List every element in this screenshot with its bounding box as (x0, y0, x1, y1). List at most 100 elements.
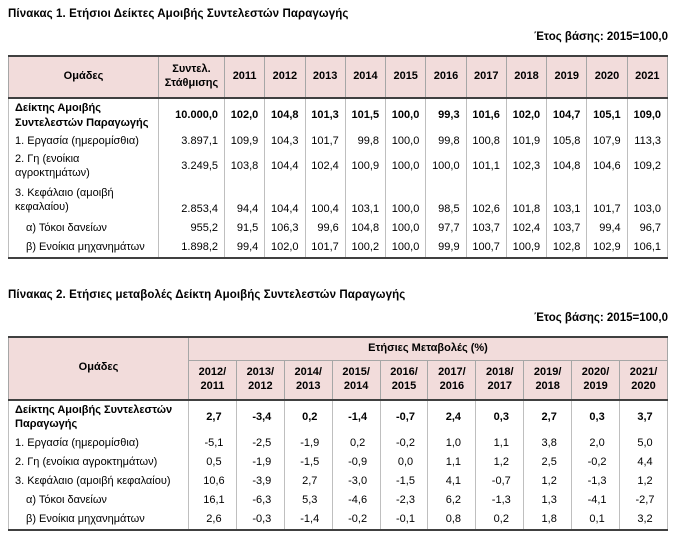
table-cell: 10,6 (188, 471, 237, 491)
table1-header-groups: Ομάδες (8, 56, 159, 99)
table-cell: 1,3 (523, 490, 573, 510)
table2-header-period-2021-2020: 2021/ 2020 (619, 360, 668, 401)
table-cell: 0,3 (571, 399, 621, 434)
table-cell: 1,2 (475, 452, 525, 472)
table-cell: -3,4 (235, 399, 285, 434)
table1-header-year-2019: 2019 (546, 56, 588, 99)
table-cell: 97,7 (425, 218, 467, 238)
table-cell: 99,6 (304, 218, 346, 238)
table-cell: 103,0 (626, 181, 669, 219)
table1-header-year-2016: 2016 (425, 56, 467, 99)
table-cell: 105,8 (546, 132, 588, 151)
table1-row-capital: 3. Κεφάλαιο (αμοιβή κεφαλαίου) 2.853,4 9… (8, 181, 669, 219)
table-cell: 2.853,4 (158, 181, 225, 219)
table1-header-year-2011: 2011 (223, 56, 266, 99)
table-cell: 106,3 (264, 218, 306, 238)
table-cell: -1,5 (379, 471, 429, 491)
table1-header-year-2014: 2014 (344, 56, 387, 99)
table-cell: 100,4 (304, 181, 346, 219)
row-label: β) Ενοίκια μηχανημάτων (8, 509, 189, 530)
table-cell: 109,2 (626, 151, 669, 182)
table-cell: 16,1 (188, 490, 237, 510)
table-cell: 96,7 (626, 218, 669, 238)
table-cell: -1,9 (235, 452, 285, 472)
table1-title: Πίνακας 1. Ετήσιοι Δείκτες Αμοιβής Συντε… (8, 8, 349, 20)
table-cell: 100,7 (465, 237, 507, 258)
table-cell: 2,5 (523, 452, 573, 472)
table-cell: 2,7 (523, 399, 573, 434)
table2-header-period-2017-2016: 2017/ 2016 (427, 360, 477, 401)
table-cell: -1,4 (331, 399, 381, 434)
row-label: 1. Εργασία (ημερομίσθια) (8, 132, 159, 151)
table-cell: -3,9 (235, 471, 285, 491)
table2-header-period-2019-2018: 2019/ 2018 (523, 360, 573, 401)
table-cell: 100,0 (385, 98, 427, 132)
table-cell: -2,5 (235, 433, 285, 453)
table-cell: 3,2 (619, 509, 668, 530)
table-cell: 0,3 (475, 399, 525, 434)
table2-header-groups: Ομάδες (8, 336, 189, 401)
table-cell: 109,0 (626, 98, 669, 132)
table-cell: 0,2 (331, 433, 381, 453)
table1-row-loan-interest: α) Τόκοι δανείων 955,2 91,5 106,3 99,6 1… (8, 218, 669, 238)
table2-title: Πίνακας 2. Ετήσιες μεταβολές Δείκτη Αμοι… (8, 288, 406, 301)
table-cell: 102,4 (304, 151, 346, 182)
table-cell: 113,3 (626, 132, 669, 151)
table-cell: 101,5 (344, 98, 387, 132)
table-cell: -2,7 (619, 490, 668, 510)
table-cell: 1,2 (523, 471, 573, 491)
table-cell: 104,6 (586, 151, 628, 182)
table-cell: 102,4 (505, 218, 548, 238)
table-cell: 5,0 (619, 433, 668, 453)
table-cell: 98,5 (425, 181, 467, 219)
table-cell: 99,9 (425, 237, 467, 258)
table-cell: 2,4 (427, 399, 477, 434)
table1-row-index-total: Δείκτης Αμοιβής Συντελεστών Παραγωγής 10… (8, 98, 669, 132)
table2-header-period-2012-2011: 2012/ 2011 (188, 360, 237, 401)
spacer (8, 259, 668, 289)
table-cell: 1,1 (427, 452, 477, 472)
table-cell: 104,3 (264, 132, 306, 151)
table-cell: 109,9 (223, 132, 266, 151)
table-cell: 2,7 (188, 399, 237, 434)
table-cell: 0,1 (571, 509, 621, 530)
row-label: Δείκτης Αμοιβής Συντελεστών Παραγωγής (8, 98, 159, 132)
table2-annual-changes: Ομάδες Ετήσιες Μεταβολές (%) 2012/ 2011 … (8, 335, 668, 531)
table-cell: 106,1 (626, 237, 669, 258)
table1-header-year-2018: 2018 (505, 56, 548, 99)
table1-header-year-2017: 2017 (465, 56, 507, 99)
table1-row-machinery-rents: β) Ενοίκια μηχανημάτων 1.898,2 99,4 102,… (8, 237, 669, 258)
table-cell: 2,0 (571, 433, 621, 453)
table2-header-row-periods: 2012/ 2011 2013/ 2012 2014/ 2013 2015/ 2… (9, 360, 668, 401)
table-cell: 102,9 (586, 237, 628, 258)
table-cell: -4,1 (571, 490, 621, 510)
table-cell: 4,4 (619, 452, 668, 472)
row-label: Δείκτης Αμοιβής Συντελεστών Παραγωγής (8, 399, 189, 434)
table-cell: 103,1 (344, 181, 387, 219)
table-cell: 100,8 (465, 132, 507, 151)
table1-header-row: Ομάδες Συντελ. Στάθμισης 2011 2012 2013 … (8, 56, 669, 99)
table1-header-year-2015: 2015 (385, 56, 427, 99)
table-cell: 100,0 (385, 151, 427, 182)
row-label: 3. Κεφάλαιο (αμοιβή κεφαλαίου) (8, 471, 189, 491)
table-cell: 103,1 (546, 181, 588, 219)
table1-header-year-2013: 2013 (304, 56, 346, 99)
table-cell: 104,8 (344, 218, 387, 238)
table-cell: 101,8 (505, 181, 548, 219)
table1-annual-indices: Ομάδες Συντελ. Στάθμισης 2011 2012 2013 … (8, 55, 669, 259)
table-cell: 100,0 (385, 237, 427, 258)
table-cell: 5,3 (283, 490, 333, 510)
table-cell: 102,0 (505, 98, 548, 132)
table-cell: 1.898,2 (158, 237, 225, 258)
table-cell: -1,5 (283, 452, 333, 472)
table-cell: 91,5 (223, 218, 266, 238)
table-cell: 104,4 (264, 181, 306, 219)
table-cell: 0,8 (427, 509, 477, 530)
table-cell: 102,0 (223, 98, 266, 132)
table-cell: 3.249,5 (158, 151, 225, 182)
table-cell: 3.897,1 (158, 132, 225, 151)
table-cell: 104,8 (264, 98, 306, 132)
table-cell: 99,4 (223, 237, 266, 258)
table-cell: 94,4 (223, 181, 266, 219)
